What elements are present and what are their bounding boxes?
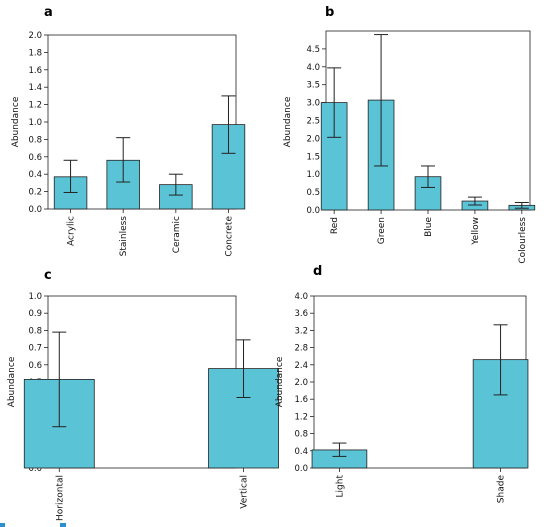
x-tick-label: Stainless: [119, 216, 129, 257]
edge-accent: [0, 523, 80, 527]
panel-label: a: [44, 5, 53, 20]
x-tick-label: Horizontal: [55, 475, 65, 521]
y-tick-label: 0.6: [28, 361, 42, 371]
y-axis-label: Abundance: [11, 96, 21, 147]
y-tick-label: 2.5: [306, 117, 320, 127]
x-tick-label: Ceramic: [172, 216, 182, 253]
panel-a: a 0.0 0.2 0.4 0.6 0.8 1.0 1.2 1.4 1.6 1.8 2.0 Abunda…: [11, 5, 246, 257]
panel-label: d: [313, 264, 322, 279]
y-tick-label: 0.0: [306, 206, 320, 216]
x-tick-label: Concrete: [224, 216, 234, 257]
y-tick-label: 0.8: [28, 326, 42, 336]
y-tick-label: 2.0: [294, 378, 308, 388]
panel-d: d 0.0 0.4 0.8 1.2 1.6 2.0 2.4 2.8 3.2 3.6 4.0 Abunda…: [275, 264, 529, 504]
x-tick-label: Colourless: [518, 217, 528, 264]
x-tick-label: Acrylic: [67, 216, 77, 246]
y-tick-label: 0.0: [28, 464, 42, 474]
y-tick-label: 1.2: [28, 101, 42, 111]
y-tick-label: 3.0: [306, 99, 320, 109]
y-tick-label: 1.0: [28, 292, 42, 302]
y-tick-label: 3.5: [306, 81, 320, 91]
y-axis-label: Abundance: [7, 356, 17, 407]
y-tick-label: 1.0: [28, 118, 42, 128]
y-tick-label: 0.7: [28, 344, 42, 354]
panel-label: b: [325, 5, 334, 20]
panel-b: b 0.0 0.5 1.0 1.5 2.0 2.5 3.0 3.5 4.0 4.5 Abundance…: [283, 5, 536, 264]
x-tick-label: Blue: [424, 217, 434, 237]
x-tick-label: Red: [330, 217, 340, 234]
y-tick-label: 0.9: [28, 309, 42, 319]
x-tick-label: Light: [335, 475, 345, 498]
y-tick-label: 0.4: [294, 447, 308, 457]
y-tick-label: 1.8: [28, 48, 42, 58]
y-tick-label: 3.2: [294, 326, 308, 336]
y-tick-label: 0.0: [294, 464, 308, 474]
y-tick-label: 3.6: [294, 309, 308, 319]
panel-label: c: [44, 268, 52, 283]
y-tick-label: 0.8: [28, 135, 42, 145]
y-tick-label: 0.2: [28, 188, 42, 198]
x-tick-label: Green: [377, 217, 387, 244]
y-tick-label: 4.5: [306, 45, 320, 55]
y-tick-label: 0.6: [28, 153, 42, 163]
y-tick-label: 1.5: [306, 152, 320, 162]
y-tick-label: 1.6: [294, 395, 308, 405]
y-tick-label: 0.4: [28, 170, 42, 180]
y-tick-label: 4.0: [294, 292, 308, 302]
panel-c: c0.00.10.20.30.40.50.60.70.80.91.0Abunda…: [7, 268, 279, 521]
y-tick-label: 1.6: [28, 66, 42, 76]
y-axis-label: Abundance: [275, 356, 285, 407]
bar: [211, 124, 246, 210]
x-tick-label: Vertical: [240, 475, 250, 509]
y-tick-label: 2.0: [28, 31, 42, 41]
x-tick-label: Yellow: [471, 217, 481, 246]
y-tick-label: 4.0: [306, 63, 320, 73]
y-axis-label: Abundance: [283, 96, 293, 147]
y-tick-label: 0.8: [294, 430, 308, 440]
y-tick-label: 0.0: [28, 205, 42, 215]
y-tick-label: 2.4: [294, 361, 308, 371]
y-tick-label: 1.2: [294, 412, 308, 422]
y-tick-label: 0.5: [306, 188, 320, 198]
y-tick-label: 1.4: [28, 83, 42, 93]
y-tick-label: 1.0: [306, 170, 320, 180]
y-tick-label: 2.0: [306, 134, 320, 144]
x-tick-label: Shade: [497, 475, 507, 504]
y-tick-label: 2.8: [294, 344, 308, 354]
